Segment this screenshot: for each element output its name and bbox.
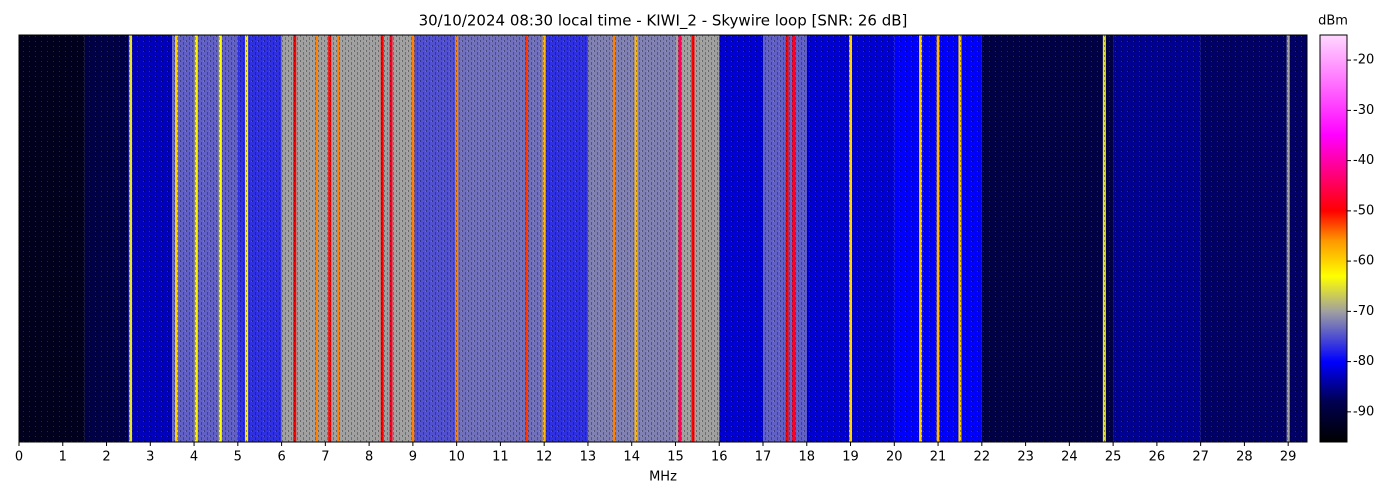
x-tick-label: 20 bbox=[886, 450, 903, 465]
colorbar-tick-label: -80 bbox=[1353, 354, 1374, 369]
x-tick-label: 26 bbox=[1149, 450, 1166, 465]
x-tick-label: 10 bbox=[448, 450, 465, 465]
x-tick-label: 4 bbox=[190, 450, 198, 465]
x-tick-label: 28 bbox=[1236, 450, 1253, 465]
x-tick-label: 24 bbox=[1061, 450, 1078, 465]
x-tick-label: 8 bbox=[365, 450, 373, 465]
x-tick-label: 6 bbox=[277, 450, 285, 465]
chart-title: 30/10/2024 08:30 local time - KIWI_2 - S… bbox=[419, 12, 908, 31]
colorbar-tick-label: -70 bbox=[1353, 304, 1374, 319]
colorbar-tick-label: -60 bbox=[1353, 254, 1374, 269]
x-tick-label: 0 bbox=[15, 450, 23, 465]
x-axis-label: MHz bbox=[649, 470, 677, 485]
x-tick-label: 11 bbox=[492, 450, 509, 465]
x-tick-label: 1 bbox=[59, 450, 67, 465]
colorbar-tick-label: -20 bbox=[1353, 53, 1374, 68]
x-tick-label: 7 bbox=[321, 450, 329, 465]
x-tick-label: 17 bbox=[755, 450, 772, 465]
x-tick-label: 23 bbox=[1017, 450, 1034, 465]
x-tick-label: 13 bbox=[580, 450, 597, 465]
x-tick-label: 5 bbox=[234, 450, 242, 465]
colorbar-tick-label: -30 bbox=[1353, 103, 1374, 118]
x-tick-label: 9 bbox=[409, 450, 417, 465]
noise-texture bbox=[19, 35, 1307, 442]
x-tick-label: 2 bbox=[102, 450, 110, 465]
x-tick-label: 29 bbox=[1280, 450, 1297, 465]
colorbar-tick-label: -40 bbox=[1353, 153, 1374, 168]
x-tick-label: 3 bbox=[146, 450, 154, 465]
plot-frame bbox=[18, 34, 1308, 443]
x-tick-label: 14 bbox=[623, 450, 640, 465]
x-tick-label: 15 bbox=[667, 450, 684, 465]
colorbar-label: dBm bbox=[1318, 14, 1348, 29]
x-tick-label: 25 bbox=[1105, 450, 1122, 465]
x-tick-label: 27 bbox=[1192, 450, 1209, 465]
plot-area bbox=[18, 34, 1308, 443]
x-tick-label: 18 bbox=[798, 450, 815, 465]
colorbar bbox=[1319, 34, 1348, 443]
x-tick-label: 12 bbox=[536, 450, 553, 465]
x-tick-label: 16 bbox=[711, 450, 728, 465]
x-tick-label: 22 bbox=[974, 450, 991, 465]
x-tick-label: 19 bbox=[842, 450, 859, 465]
colorbar-tick-label: -50 bbox=[1353, 203, 1374, 218]
x-tick-label: 21 bbox=[930, 450, 947, 465]
colorbar-tick-label: -90 bbox=[1353, 404, 1374, 419]
